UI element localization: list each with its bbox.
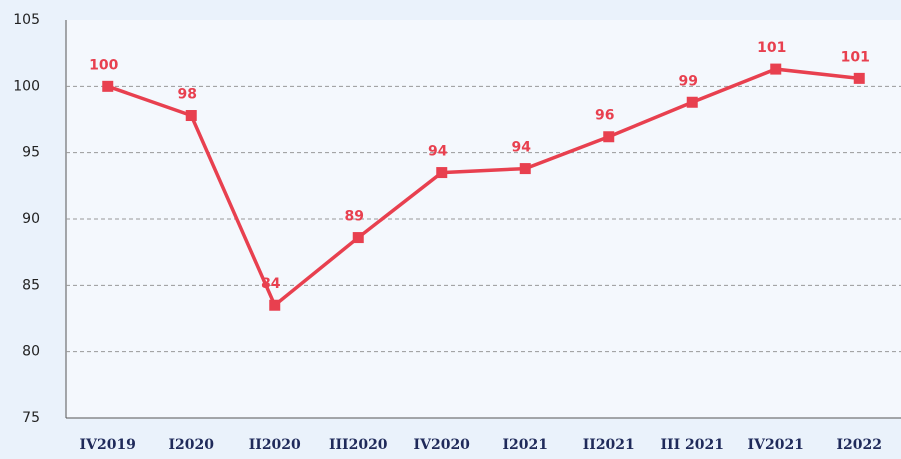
data-label: 94 [428,144,448,160]
y-tick-label: 75 [22,410,40,426]
x-tick-label: III 2021 [661,437,725,453]
point-marker [603,131,615,143]
x-tick-label: I2021 [502,437,548,453]
data-label: 99 [679,73,698,89]
x-tick-label: IV2021 [748,437,804,453]
point-marker [519,163,531,175]
point-marker [102,80,114,92]
x-tick-label: II2020 [249,437,301,453]
x-tick-label: IV2020 [414,437,471,453]
point-marker [352,232,364,244]
data-label: 94 [512,140,532,156]
y-tick-label: 95 [22,145,40,161]
x-tick-label: II2021 [583,437,635,453]
point-marker [269,299,281,311]
x-tick-label: I2022 [836,437,882,453]
point-marker [686,96,698,108]
data-label: 100 [89,57,118,73]
point-marker [185,110,197,122]
data-label: 89 [345,209,364,225]
point-marker [853,72,865,84]
x-tick-label: I2020 [168,437,214,453]
point-marker [770,63,782,75]
data-label: 101 [757,40,786,56]
x-tick-label: III2020 [329,437,388,453]
x-tick-label: IV2019 [80,437,136,453]
data-label: 84 [261,276,281,292]
data-label: 96 [595,108,614,124]
series-line [107,67,860,309]
data-label: 98 [178,87,197,103]
point-marker [436,167,448,179]
y-tick-label: 85 [22,277,40,293]
data-label: 101 [841,49,870,65]
y-tick-label: 100 [13,78,40,94]
y-tick-label: 90 [22,211,40,227]
y-tick-label: 80 [22,344,40,360]
y-tick-label: 105 [13,12,40,28]
